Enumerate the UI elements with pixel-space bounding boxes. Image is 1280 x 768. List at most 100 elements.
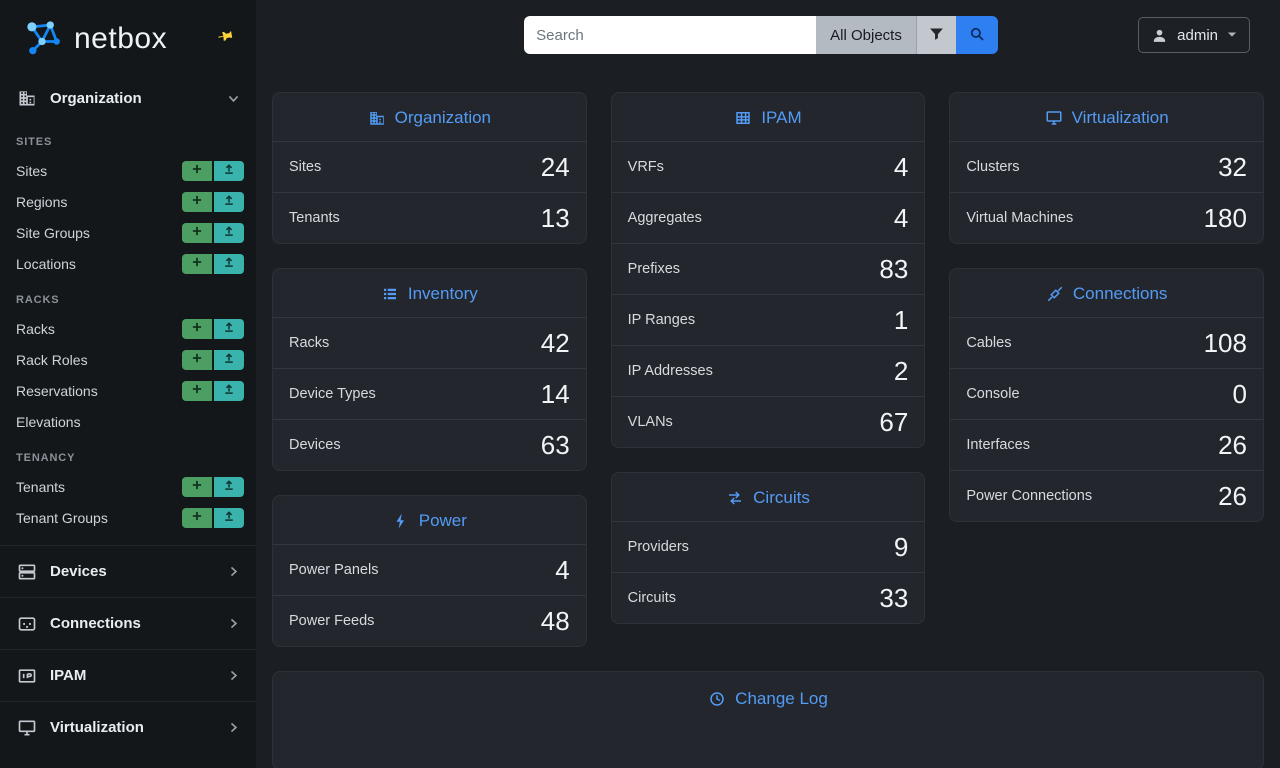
import-button[interactable] — [214, 380, 244, 401]
stat-row-sites[interactable]: Sites 24 — [273, 141, 586, 192]
import-button[interactable] — [214, 253, 244, 274]
sidebar-nav-organization[interactable]: Organization — [0, 75, 256, 121]
sidebar-nav-label: Connections — [50, 615, 141, 632]
import-button[interactable] — [214, 160, 244, 181]
sidebar-item-site-groups[interactable]: Site Groups — [0, 217, 256, 248]
stat-value: 4 — [893, 152, 909, 182]
search-input[interactable] — [524, 16, 817, 54]
stat-label: IP Addresses — [627, 363, 713, 379]
stat-row-power-connections[interactable]: Power Connections 26 — [950, 470, 1263, 521]
stat-row-power-panels[interactable]: Power Panels 4 — [273, 544, 586, 595]
import-button[interactable] — [214, 222, 244, 243]
stat-row-interfaces[interactable]: Interfaces 26 — [950, 419, 1263, 470]
stat-label: Sites — [289, 159, 322, 175]
import-button[interactable] — [214, 318, 244, 339]
add-button[interactable] — [182, 507, 212, 528]
organization-card-title: Organization — [273, 93, 586, 141]
sidebar-item-racks[interactable]: Racks — [0, 313, 256, 344]
add-button[interactable] — [182, 476, 212, 497]
stat-value: 108 — [1203, 328, 1247, 358]
stat-row-device-types[interactable]: Device Types 14 — [273, 368, 586, 419]
stat-row-vrfs[interactable]: VRFs 4 — [611, 141, 925, 192]
stat-row-console[interactable]: Console 0 — [950, 368, 1263, 419]
add-button[interactable] — [182, 349, 212, 370]
sidebar-nav-ipam[interactable]: IPAM — [0, 649, 256, 701]
stat-row-prefixes[interactable]: Prefixes 83 — [611, 243, 925, 294]
stat-row-racks[interactable]: Racks 42 — [273, 317, 586, 368]
stat-row-aggregates[interactable]: Aggregates 4 — [611, 192, 925, 243]
upload-icon — [223, 352, 235, 367]
stat-row-clusters[interactable]: Clusters 32 — [950, 141, 1263, 192]
card-title-text: Organization — [394, 108, 492, 127]
add-button[interactable] — [182, 380, 212, 401]
history-icon — [708, 690, 726, 708]
stat-row-ip-addresses[interactable]: IP Addresses 2 — [611, 345, 925, 396]
sidebar-item-locations[interactable]: Locations — [0, 248, 256, 279]
cable-icon — [1046, 285, 1064, 303]
sidebar-item-elevations[interactable]: Elevations — [16, 413, 81, 430]
change-log-card-title: Change Log — [273, 672, 1263, 768]
sidebar-nav-virtualization[interactable]: Virtualization — [0, 701, 256, 753]
upload-icon — [223, 479, 235, 494]
chevron-right-icon — [227, 565, 240, 578]
circuits-card-title: Circuits — [612, 473, 925, 521]
stat-label: Circuits — [627, 590, 676, 606]
add-button[interactable] — [182, 318, 212, 339]
sidebar-pin-toggle[interactable] — [213, 24, 240, 54]
stat-label: Providers — [627, 539, 689, 555]
add-button[interactable] — [182, 191, 212, 212]
sidebar-nav-label: Organization — [50, 89, 142, 107]
upload-icon — [223, 256, 235, 271]
sidebar-item-tenant-groups[interactable]: Tenant Groups — [0, 502, 256, 533]
plus-icon — [191, 163, 203, 178]
sidebar-item-tenants[interactable]: Tenants — [0, 471, 256, 502]
building-icon — [368, 109, 386, 127]
upload-icon — [223, 194, 235, 209]
add-button[interactable] — [182, 222, 212, 243]
import-button[interactable] — [214, 191, 244, 212]
sidebar-item-rack-roles[interactable]: Rack Roles — [0, 344, 256, 375]
stat-label: Virtual Machines — [966, 210, 1074, 226]
add-button[interactable] — [182, 160, 212, 181]
stat-row-tenants[interactable]: Tenants 13 — [273, 192, 586, 243]
import-button[interactable] — [214, 349, 244, 370]
stat-row-vlans[interactable]: VLANs 67 — [611, 396, 925, 447]
sidebar-item-reservations[interactable]: Reservations — [0, 375, 256, 406]
stat-row-virtual-machines[interactable]: Virtual Machines 180 — [950, 192, 1263, 243]
monitor-icon — [1045, 109, 1063, 127]
user-menu-button[interactable]: admin — [1138, 17, 1251, 53]
import-button[interactable] — [214, 507, 244, 528]
stat-label: Power Connections — [966, 488, 1093, 504]
filter-button[interactable] — [915, 16, 956, 54]
sidebar-nav-connections[interactable]: Connections — [0, 597, 256, 649]
stat-row-cables[interactable]: Cables 108 — [950, 317, 1263, 368]
chevron-right-icon — [227, 617, 240, 630]
stat-value: 4 — [893, 203, 909, 233]
person-icon — [1151, 27, 1168, 44]
import-button[interactable] — [214, 476, 244, 497]
stat-value: 83 — [879, 254, 909, 284]
ipam-card: IPAM VRFs 4 Aggregates 4 Prefixes 83 — [610, 92, 926, 448]
sidebar-item-regions[interactable]: Regions — [0, 186, 256, 217]
search-submit-button[interactable] — [955, 16, 998, 54]
sidebar-nav-devices[interactable]: Devices — [0, 545, 256, 597]
stat-row-providers[interactable]: Providers 9 — [611, 521, 925, 572]
stat-row-ip-ranges[interactable]: IP Ranges 1 — [611, 294, 925, 345]
stat-row-circuits[interactable]: Circuits 33 — [611, 572, 925, 623]
add-button[interactable] — [182, 253, 212, 274]
stat-value: 48 — [540, 606, 570, 636]
change-log-card: Change Log — [272, 671, 1264, 768]
grid-icon — [734, 109, 752, 127]
card-title-text: Inventory — [407, 284, 478, 303]
stat-value: 67 — [879, 407, 909, 437]
global-search: All Objects — [524, 16, 998, 54]
power-card: Power Power Panels 4 Power Feeds 48 — [272, 495, 587, 647]
sidebar-item-sites[interactable]: Sites — [0, 155, 256, 186]
stat-row-devices[interactable]: Devices 63 — [273, 419, 586, 470]
stat-value: 0 — [1232, 379, 1247, 409]
upload-icon — [223, 225, 235, 240]
search-scope-button[interactable]: All Objects — [816, 16, 916, 54]
brand-logo[interactable]: netbox — [0, 0, 256, 75]
stat-row-power-feeds[interactable]: Power Feeds 48 — [273, 595, 586, 646]
connections-card-title: Connections — [950, 269, 1263, 317]
